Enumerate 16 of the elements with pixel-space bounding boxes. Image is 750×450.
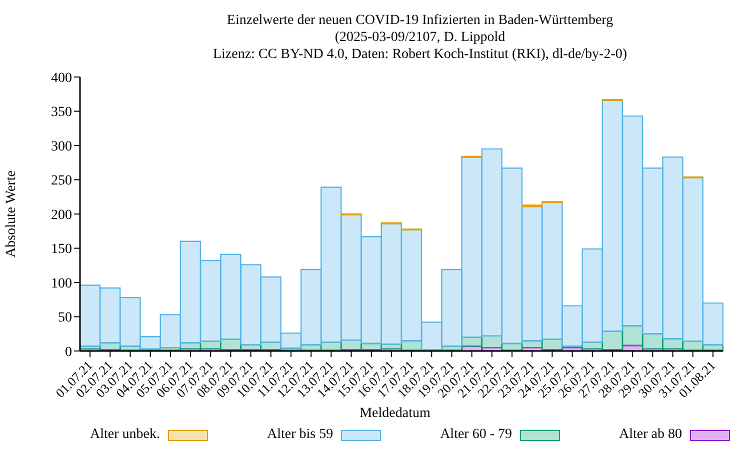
y-tick-label: 0: [65, 344, 72, 360]
y-axis-title: Absolute Werte: [4, 170, 19, 258]
chart-title: Einzelwerte der neuen COVID-19 Infizierten in Baden-Württemberg (2025-03-09/2107, D. Lippold Lizenz: CC BY-ND 4.0, Daten: Robert Koch-Institut (RKI), dl-de/by-2-0): [212, 12, 628, 63]
legend-label: Alter 60 - 79: [440, 427, 512, 443]
y-tick-label: 250: [51, 174, 72, 189]
y-tick-label: 100: [51, 276, 72, 292]
legend-label: Alter bis 59: [266, 427, 334, 443]
y-tick-label: 350: [51, 105, 72, 120]
y-tick-label: 400: [51, 70, 72, 86]
y-tick-label: 300: [51, 139, 72, 154]
x-axis-title: Meldedatum: [358, 406, 432, 422]
legend-label: Alter unbek.: [90, 427, 160, 443]
legend-label: Alter ab 80: [618, 427, 682, 443]
y-tick-label: 50: [58, 310, 72, 326]
y-tick-label: 200: [51, 208, 72, 223]
y-tick-label: 150: [51, 242, 72, 258]
